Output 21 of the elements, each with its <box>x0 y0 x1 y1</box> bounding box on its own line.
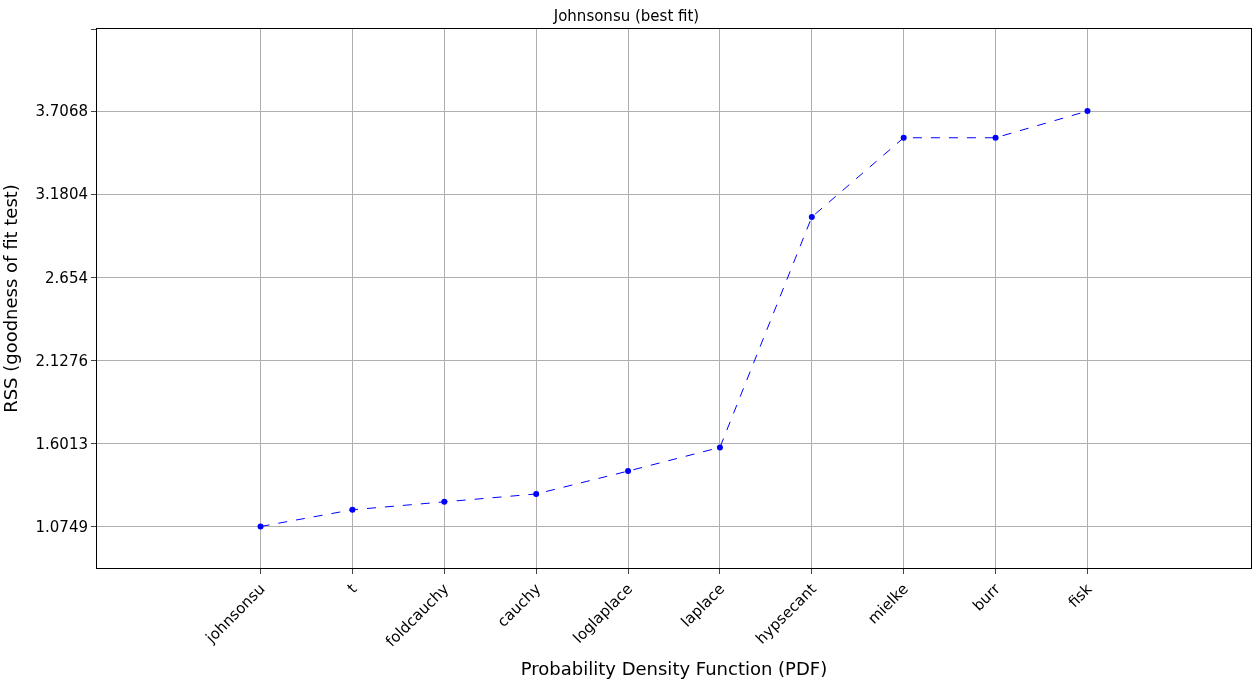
point <box>257 523 264 530</box>
y-tick-label: 2.654 <box>45 268 88 287</box>
y-axis-title: RSS (goodness of fit test) <box>0 184 21 413</box>
x-tick-label: fisk <box>1064 579 1096 611</box>
point <box>533 490 540 497</box>
y-tick-label: 3.1804 <box>35 185 88 204</box>
point <box>349 506 356 513</box>
point <box>625 468 632 475</box>
point <box>1084 108 1091 115</box>
point <box>900 134 907 141</box>
chart-title: Johnsonsu (best fit) <box>552 6 700 25</box>
y-tick-label: 1.6013 <box>35 434 88 453</box>
point <box>808 213 815 220</box>
point <box>716 444 723 451</box>
y-tick-label: 2.1276 <box>35 351 88 370</box>
x-tick-label: t <box>343 579 361 597</box>
point <box>992 134 999 141</box>
y-tick-label: 3.7068 <box>35 102 88 121</box>
point <box>441 498 448 505</box>
y-tick-label: 1.0749 <box>35 517 88 536</box>
x-axis-title: Probability Density Function (PDF) <box>520 658 828 679</box>
